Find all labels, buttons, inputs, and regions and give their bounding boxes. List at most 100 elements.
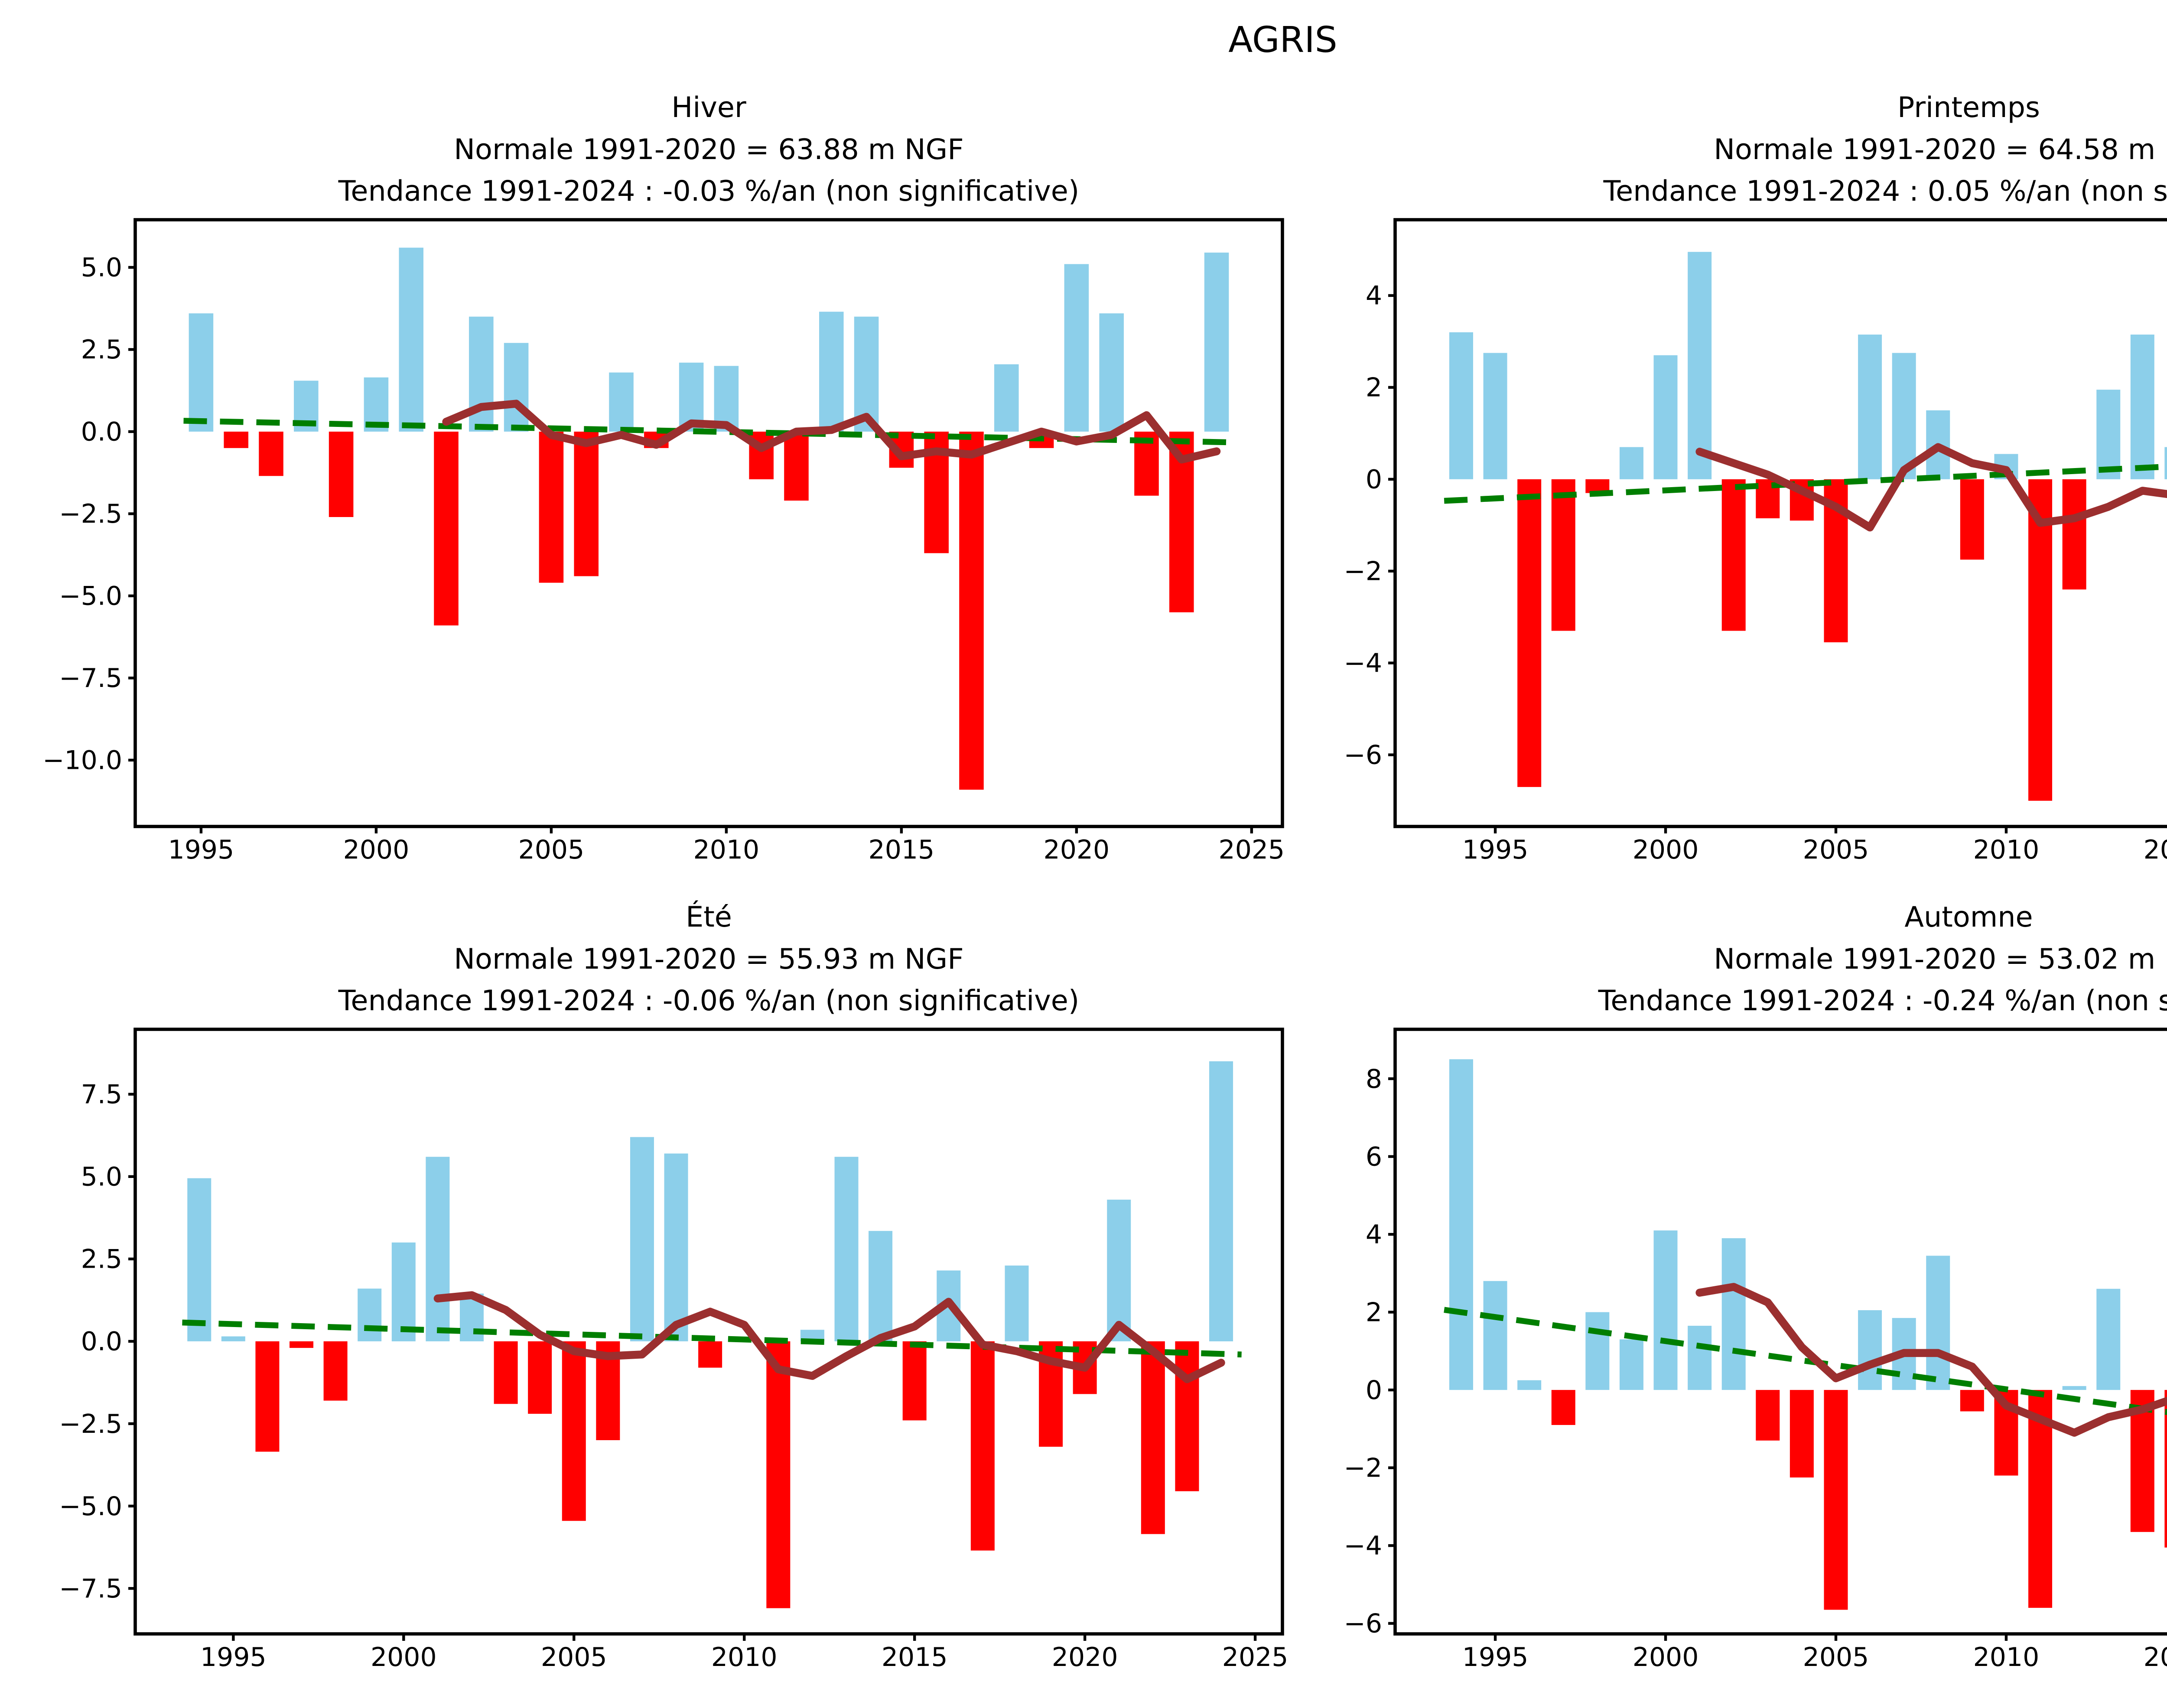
bar-hiver-1997	[259, 431, 283, 476]
x-tick-label-hiver-2015: 2015	[869, 835, 935, 865]
bar-printemps-1996	[1517, 479, 1542, 787]
y-tick-label-ete--2.5: −2.5	[59, 1409, 122, 1439]
y-tick-label-ete-0: 0.0	[81, 1327, 122, 1357]
bar-ete-2005	[562, 1341, 586, 1521]
y-tick-label-automne--4: −4	[1344, 1531, 1382, 1561]
bar-printemps-2009	[1960, 479, 1984, 560]
subplot-hiver: 1995 2000 2005 2010 2015 2020 2025 5.0 2.5 0.0 −2.…	[42, 218, 1285, 865]
bar-printemps-2000	[1653, 355, 1678, 479]
x-tick-label-hiver-2000: 2000	[343, 835, 410, 865]
bar-hiver-2001	[399, 247, 423, 432]
bar-automne-1995	[1483, 1281, 1507, 1390]
bar-automne-2012	[2062, 1386, 2086, 1390]
bar-ete-2009	[698, 1341, 722, 1368]
moving-average-line-printemps	[1695, 443, 2167, 532]
subplot-hiver-tendance: Tendance 1991-2024 : -0.03 %/an (non sig…	[338, 175, 1080, 208]
x-tick-label-automne-2005: 2005	[1803, 1642, 1869, 1672]
bar-ete-2001	[426, 1157, 450, 1341]
bar-automne-1996	[1517, 1380, 1542, 1390]
y-tick-label-hiver--2.5: −2.5	[59, 499, 122, 529]
subplot-automne-tendance: Tendance 1991-2024 : -0.24 %/an (non sig…	[1598, 984, 2167, 1017]
x-tick-label-automne-1995: 1995	[1462, 1642, 1529, 1672]
bar-hiver-2002	[434, 431, 459, 626]
y-tick-label-automne-4: 4	[1366, 1220, 1382, 1250]
bar-printemps-1995	[1483, 353, 1507, 479]
subplot-printemps: 1995200020052010201520202025420−2−4−6	[1344, 218, 2167, 865]
bar-ete-1994	[187, 1178, 211, 1341]
bar-automne-2003	[1756, 1390, 1780, 1441]
y-tick-label-printemps--4: −4	[1344, 648, 1382, 679]
main-title: AGRIS	[1228, 20, 1337, 61]
bar-automne-2002	[1721, 1238, 1746, 1390]
bar-printemps-2014	[2130, 334, 2154, 479]
y-tick-label-automne-6: 6	[1366, 1142, 1382, 1172]
y-tick-label-hiver-2.5: 2.5	[81, 335, 122, 365]
bar-hiver-2021	[1099, 313, 1124, 432]
x-axis-hiver: 1995 2000 2005 2010 2015 2020 2025	[168, 826, 1285, 865]
bar-automne-2013	[2096, 1288, 2121, 1390]
bar-ete-1996	[255, 1341, 280, 1452]
bar-hiver-2017	[959, 431, 984, 790]
bar-automne-2009	[1960, 1390, 1984, 1412]
subplot-ete-tendance: Tendance 1991-2024 : -0.06 %/an (non sig…	[338, 984, 1080, 1017]
y-tick-label-ete-2.5: 2.5	[81, 1244, 122, 1275]
bar-ete-2014	[869, 1231, 893, 1341]
bar-ete-2015	[902, 1341, 927, 1421]
subplot-ete-title: Été	[686, 900, 732, 934]
y-tick-label-automne--2: −2	[1344, 1453, 1382, 1483]
y-tick-label-ete--5: −5.0	[59, 1491, 122, 1522]
moving-average-line-automne	[1695, 1283, 2167, 1437]
bar-ete-1999	[358, 1288, 382, 1341]
bar-hiver-2014	[854, 316, 879, 432]
x-tick-label-printemps-1995: 1995	[1462, 835, 1529, 865]
bar-ete-1998	[323, 1341, 348, 1401]
bar-hiver-2005	[539, 431, 564, 583]
y-axis-hiver: 5.0 2.5 0.0 −2.5 −5.0 −7.5 −10.0	[42, 253, 135, 776]
bar-hiver-2024	[1204, 252, 1229, 432]
bar-ete-2013	[834, 1157, 859, 1341]
bar-automne-2001	[1688, 1326, 1712, 1390]
bar-hiver-2006	[574, 431, 599, 576]
bars-printemps	[1449, 252, 2167, 801]
y-tick-label-printemps--2: −2	[1344, 556, 1382, 587]
bar-automne-1994	[1449, 1059, 1473, 1390]
subplot-automne: 199520002005201020152020202586420−2−4−6	[1344, 1028, 2167, 1672]
titles-layer: AGRIS Hiver Normale 1991-2020 = 63.88 m …	[338, 20, 2167, 1017]
bar-ete-2021	[1107, 1200, 1131, 1341]
y-tick-label-hiver--10: −10.0	[42, 745, 122, 776]
y-tick-label-printemps-4: 4	[1366, 281, 1382, 311]
y-tick-label-automne-8: 8	[1366, 1064, 1382, 1094]
bar-hiver-2012	[784, 431, 809, 501]
y-tick-label-ete-5: 5.0	[81, 1162, 122, 1192]
bar-ete-2003	[494, 1341, 518, 1404]
x-tick-label-ete-2010: 2010	[711, 1642, 778, 1672]
bar-ete-2000	[391, 1242, 416, 1341]
subplot-printemps-title: Printemps	[1897, 91, 2040, 124]
axes-frame-hiver	[133, 218, 1284, 828]
bar-ete-2024	[1209, 1061, 1233, 1341]
bar-automne-2008	[1926, 1256, 1950, 1390]
x-tick-label-ete-2025: 2025	[1222, 1642, 1288, 1672]
bar-hiver-2007	[609, 372, 634, 432]
x-tick-label-automne-2015: 2015	[2144, 1642, 2167, 1672]
bar-ete-1995	[221, 1336, 245, 1341]
y-axis-ete: 7.5 5.0 2.5 0.0 −2.5 −5.0 −7.5	[59, 1080, 135, 1604]
bar-hiver-1999	[329, 431, 354, 517]
y-tick-label-automne--6: −6	[1344, 1609, 1382, 1639]
y-tick-label-ete--7.5: −7.5	[59, 1574, 122, 1604]
bar-hiver-2018	[994, 364, 1019, 432]
y-tick-label-ete-7.5: 7.5	[81, 1080, 122, 1110]
x-tick-label-hiver-2010: 2010	[693, 835, 760, 865]
bar-printemps-2011	[2028, 479, 2053, 801]
y-tick-label-printemps-2: 2	[1366, 373, 1382, 403]
bar-printemps-1999	[1619, 447, 1643, 479]
bar-hiver-2013	[819, 312, 844, 432]
x-tick-label-printemps-2005: 2005	[1803, 835, 1869, 865]
x-tick-label-printemps-2000: 2000	[1633, 835, 1699, 865]
bar-automne-2006	[1858, 1310, 1882, 1390]
x-tick-label-ete-2005: 2005	[541, 1642, 607, 1672]
trend-line-ete	[182, 1319, 1242, 1358]
